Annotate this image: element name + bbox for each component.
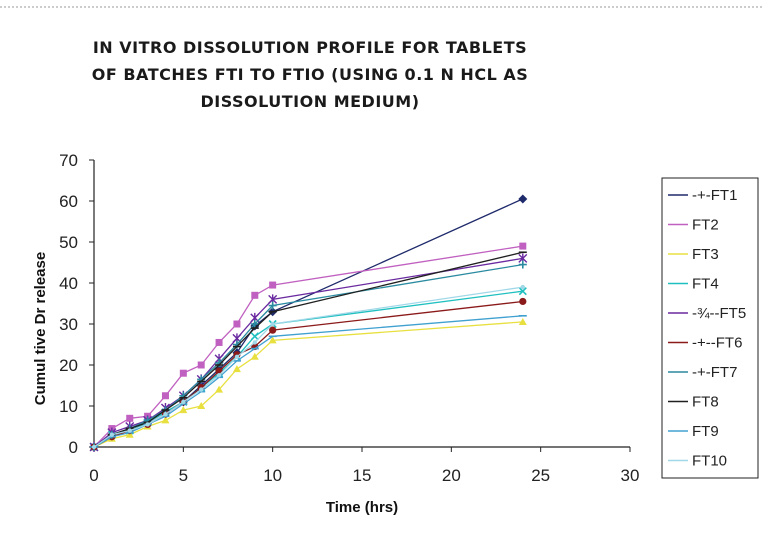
x-tick-label: 30 [621,466,640,485]
legend-label: FT2 [692,217,719,234]
data-point-ft10 [145,422,150,427]
data-point-ft2 [126,414,134,422]
series-ft1 [89,194,528,452]
series-ft4 [89,287,527,452]
data-point-ft10 [216,373,222,378]
legend-label: FT9 [692,423,719,440]
legend-item: FT2 [668,217,719,234]
data-point-ft3 [125,430,134,438]
legend-item: -+-FT1 [668,187,737,204]
x-tick-label: 15 [353,466,372,485]
data-point-ft2 [179,369,187,377]
legend-label: FT4 [692,276,719,293]
data-point-ft2 [215,338,223,346]
x-tick-label: 25 [531,466,550,485]
data-point-ft10 [252,340,257,345]
y-tick-label: 0 [69,438,78,457]
y-tick-label: 30 [59,315,78,334]
data-point-ft6 [519,297,527,306]
series-layer [89,194,528,452]
data-point-ft7 [518,260,527,269]
x-tick-label: 10 [263,466,282,485]
x-axis-label: Time (hrs) [326,499,398,516]
series-line-ft10 [93,286,523,448]
legend-item: FT3 [668,246,719,263]
legend-item: FT9 [668,423,719,440]
series-line-ft3 [93,321,523,448]
legend-item: -+-FT7 [668,364,737,381]
data-point-ft4 [518,287,527,296]
legend-label: FT8 [692,394,719,411]
data-point-ft3 [268,336,277,344]
data-point-ft4 [250,332,259,341]
series-line-ft1 [93,198,524,448]
series-ft7 [90,260,527,451]
legend: -+-FT1 FT2 FT3 FT4 -¾--FT5 -+--FT6 -+-FT7 FT8 FT… [661,177,759,479]
data-point-ft3 [197,402,206,409]
x-tick-label: 5 [179,466,188,485]
data-point-ft3 [179,406,188,414]
data-point-ft6 [269,326,277,334]
legend-label: FT3 [692,246,719,263]
y-tick-label: 60 [59,192,78,211]
x-tick-label: 0 [89,466,98,485]
y-axis-label: Cumul tive Dr release [32,252,49,405]
legend-item: FT4 [668,276,719,293]
data-point-ft1 [518,194,528,204]
data-point-ft2 [197,361,205,369]
series-line-ft6 [93,300,523,448]
chart-title-line-2: OF BATCHES FTI TO FTIO (USING 0.1 N HCL … [91,65,529,84]
data-point-ft10 [91,444,97,450]
data-point-ft2 [269,281,277,289]
axes: 0 5 10 15 20 25 30 0 10 20 30 40 50 60 70 [59,151,639,485]
series-ft5 [89,253,528,452]
y-tick-label: 40 [59,274,78,293]
data-point-ft10 [109,432,115,437]
series-ft3 [90,317,527,450]
data-point-ft2 [519,242,527,250]
data-point-ft3 [518,317,527,325]
legend-item: -+--FT6 [668,335,742,352]
legend-label: FT10 [692,453,727,470]
y-tick-label: 50 [59,233,78,252]
series-ft9 [90,315,527,448]
data-point-ft10 [181,399,186,405]
data-point-ft7 [250,320,259,328]
chart-title-line-1: IN VITRO DISSOLUTION PROFILE FOR TABLETS [92,38,528,57]
data-point-ft10 [270,321,275,327]
data-point-ft3 [215,385,224,393]
legend-label: -+-FT7 [692,364,737,381]
data-point-ft10 [520,284,525,290]
legend-item: -¾--FT5 [668,305,746,322]
data-point-ft2 [251,291,259,299]
chart-title-line-3: DISSOLUTION MEDIUM) [200,92,420,111]
series-line-ft9 [93,315,523,448]
legend-label: -¾--FT5 [692,305,746,322]
data-point-ft10 [199,387,204,392]
x-tick-label: 20 [442,466,461,485]
data-point-ft10 [163,412,168,417]
data-point-ft3 [161,416,170,424]
legend-box [661,177,759,479]
data-point-ft10 [127,428,132,433]
chart-title: IN VITRO DISSOLUTION PROFILE FOR TABLETS… [60,34,560,115]
legend-item: FT10 [668,453,727,470]
legend-label: -+--FT6 [692,335,742,352]
series-ft10 [91,284,525,450]
y-tick-label: 20 [59,356,78,375]
y-tick-label: 10 [59,397,78,416]
data-point-ft2 [161,392,169,400]
data-point-ft3 [250,352,259,360]
series-line-ft8 [93,251,523,448]
data-point-ft10 [234,354,240,359]
legend-label: -+-FT1 [692,187,737,204]
series-line-ft4 [93,290,523,448]
data-point-ft2 [233,320,241,328]
data-point-ft7 [268,301,277,310]
data-point-ft3 [232,365,241,373]
y-tick-label: 70 [59,151,78,170]
legend-item: FT8 [668,394,719,411]
